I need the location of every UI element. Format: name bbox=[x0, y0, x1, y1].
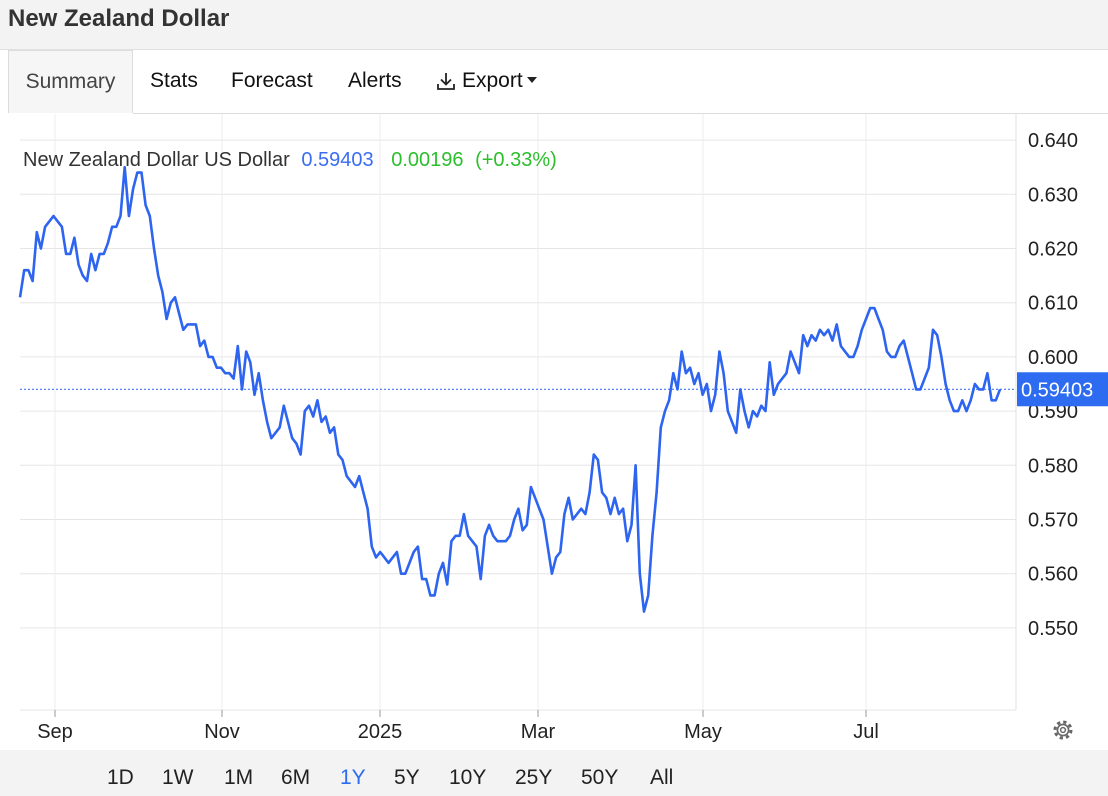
range-5y[interactable]: 5Y bbox=[394, 766, 420, 789]
x-tick-label: Mar bbox=[521, 721, 556, 743]
title-bar: New Zealand Dollar bbox=[0, 0, 1108, 50]
chevron-down-icon bbox=[526, 76, 537, 83]
tab-bar: Summary Stats Forecast Alerts Export bbox=[8, 50, 1108, 113]
x-tick-label: May bbox=[684, 721, 722, 743]
range-1y[interactable]: 1Y bbox=[340, 766, 366, 789]
legend: New Zealand Dollar US Dollar 0.59403 0.0… bbox=[23, 149, 557, 171]
x-tick-label: Nov bbox=[204, 721, 240, 743]
x-tick-label: Jul bbox=[853, 721, 879, 743]
x-tick-label: Sep bbox=[37, 721, 73, 743]
last-price-badge bbox=[1017, 372, 1108, 407]
x-tick-label: 2025 bbox=[358, 721, 403, 743]
range-50y[interactable]: 50Y bbox=[581, 766, 619, 789]
legend-price: 0.59403 bbox=[301, 149, 373, 171]
range-1w[interactable]: 1W bbox=[162, 766, 194, 789]
last-price-label: 0.59403 bbox=[1021, 379, 1093, 401]
range-all[interactable]: All bbox=[650, 766, 674, 789]
x-axis: Sep Nov 2025 Mar May Jul bbox=[37, 710, 879, 743]
y-tick-label: 0.630 bbox=[1028, 184, 1078, 206]
y-tick-label: 0.610 bbox=[1028, 293, 1078, 315]
range-25y[interactable]: 25Y bbox=[515, 766, 553, 789]
legend-change: 0.00196 bbox=[391, 149, 463, 171]
legend-change-percent: (+0.33%) bbox=[475, 149, 557, 171]
y-tick-label: 0.570 bbox=[1028, 510, 1078, 532]
range-10y[interactable]: 10Y bbox=[449, 766, 487, 789]
price-chart[interactable]: 0.640 0.630 0.620 0.610 0.600 0.590 0.580 0.570… bbox=[0, 114, 1108, 750]
export-button[interactable]: Export bbox=[435, 50, 537, 113]
tab-summary[interactable]: Summary bbox=[8, 50, 133, 113]
tab-divider bbox=[133, 113, 1108, 114]
download-icon bbox=[437, 73, 455, 91]
y-tick-label: 0.620 bbox=[1028, 239, 1078, 261]
tab-stats[interactable]: Stats bbox=[150, 69, 198, 92]
export-label: Export bbox=[462, 69, 523, 92]
range-1d[interactable]: 1D bbox=[107, 766, 134, 789]
legend-series-name: New Zealand Dollar US Dollar bbox=[23, 149, 290, 171]
gear-icon[interactable] bbox=[1053, 720, 1073, 740]
range-6m[interactable]: 6M bbox=[281, 766, 311, 789]
series-line bbox=[18, 165, 1002, 613]
chart-grid bbox=[20, 114, 1016, 710]
y-tick-label: 0.560 bbox=[1028, 564, 1078, 586]
y-tick-label: 0.640 bbox=[1028, 130, 1078, 152]
y-tick-label: 0.580 bbox=[1028, 455, 1078, 477]
tab-alerts[interactable]: Alerts bbox=[348, 69, 402, 92]
time-range-bar: 1D 1W 1M 6M 1Y 5Y 10Y 25Y 50Y All bbox=[0, 750, 1108, 796]
y-tick-label: 0.590 bbox=[1028, 401, 1078, 423]
y-tick-label: 0.600 bbox=[1028, 347, 1078, 369]
y-axis: 0.640 0.630 0.620 0.610 0.600 0.590 0.580 0.570… bbox=[1028, 130, 1078, 640]
y-tick-label: 0.550 bbox=[1028, 618, 1078, 640]
tab-forecast[interactable]: Forecast bbox=[231, 69, 313, 92]
page-title: New Zealand Dollar bbox=[8, 5, 230, 32]
range-1m[interactable]: 1M bbox=[224, 766, 254, 789]
